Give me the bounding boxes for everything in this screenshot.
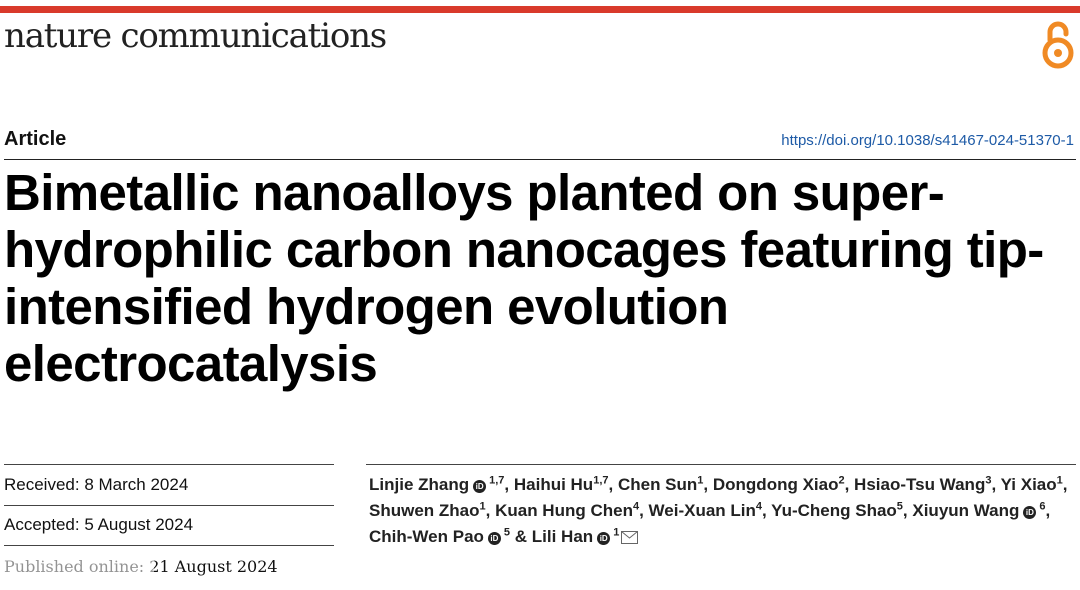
affiliation-marker: 2 bbox=[838, 474, 845, 487]
watermark-overlay bbox=[4, 556, 154, 580]
open-access-icon bbox=[1042, 21, 1074, 69]
author-entry[interactable]: Xiuyun Wang iD6 bbox=[912, 501, 1045, 520]
affiliation-marker: 4 bbox=[755, 500, 763, 513]
affiliation-marker: 6 bbox=[1039, 500, 1046, 513]
author-entry[interactable]: Dongdong Xiao2 bbox=[713, 475, 845, 494]
author-name[interactable]: Yu-Cheng Shao bbox=[771, 501, 897, 520]
author-entry[interactable]: Yu-Cheng Shao5 bbox=[771, 501, 903, 520]
dates-divider bbox=[4, 545, 334, 546]
author-name[interactable]: Yi Xiao bbox=[1000, 475, 1057, 494]
authors-divider bbox=[366, 464, 1076, 465]
affiliation-marker: 5 bbox=[896, 500, 903, 513]
affiliation-marker: 1 bbox=[697, 474, 704, 487]
author-name[interactable]: Haihui Hu bbox=[513, 475, 594, 494]
journal-accent-bar bbox=[0, 6, 1080, 13]
author-entry[interactable]: Chen Sun1 bbox=[618, 475, 703, 494]
article-type: Article bbox=[4, 128, 67, 150]
orcid-icon[interactable]: iD bbox=[473, 480, 487, 493]
affiliation-marker: 1,7 bbox=[593, 474, 609, 487]
dates-divider bbox=[4, 505, 334, 506]
header-divider bbox=[4, 159, 1076, 160]
author-entry[interactable]: & Lili Han iD1 bbox=[515, 527, 639, 546]
author-name[interactable]: Linjie Zhang bbox=[369, 475, 470, 494]
author-joiner: & bbox=[514, 527, 532, 546]
author-name[interactable]: Hsiao-Tsu Wang bbox=[854, 475, 986, 494]
author-name[interactable]: Chen Sun bbox=[617, 475, 698, 494]
author-name[interactable]: Wei-Xuan Lin bbox=[648, 501, 756, 520]
article-title: Bimetallic nanoalloys planted on super-h… bbox=[4, 164, 1044, 392]
author-name[interactable]: Lili Han bbox=[531, 527, 594, 546]
dates-divider bbox=[4, 464, 334, 465]
orcid-icon[interactable]: iD bbox=[487, 532, 501, 545]
author-entry[interactable]: Linjie Zhang iD1,7 bbox=[369, 475, 504, 494]
mail-icon[interactable] bbox=[621, 531, 639, 544]
author-name[interactable]: Shuwen Zhao bbox=[369, 501, 480, 520]
affiliation-marker: 1 bbox=[613, 526, 620, 539]
orcid-icon[interactable]: iD bbox=[597, 532, 611, 545]
affiliation-marker: 3 bbox=[985, 474, 992, 487]
author-list: Linjie Zhang iD1,7, Haihui Hu1,7, Chen Su… bbox=[369, 474, 1068, 546]
author-entry[interactable]: Wei-Xuan Lin4 bbox=[649, 501, 762, 520]
author-entry[interactable]: Haihui Hu1,7 bbox=[514, 475, 609, 494]
received-date: Received: 8 March 2024 bbox=[4, 475, 189, 494]
author-name[interactable]: Dongdong Xiao bbox=[712, 475, 839, 494]
journal-name[interactable]: nature communications bbox=[4, 16, 387, 56]
affiliation-marker: 4 bbox=[632, 500, 640, 513]
accepted-date: Accepted: 5 August 2024 bbox=[4, 515, 194, 534]
orcid-icon[interactable]: iD bbox=[1023, 506, 1037, 519]
doi-link[interactable]: https://doi.org/10.1038/s41467-024-51370… bbox=[781, 132, 1074, 149]
author-entry[interactable]: Hsiao-Tsu Wang3 bbox=[854, 475, 991, 494]
author-name[interactable]: Kuan Hung Chen bbox=[495, 501, 633, 520]
author-entry[interactable]: Yi Xiao1 bbox=[1001, 475, 1063, 494]
author-entry[interactable]: Kuan Hung Chen4 bbox=[495, 501, 639, 520]
author-name[interactable]: Chih-Wen Pao bbox=[369, 527, 484, 546]
author-name[interactable]: Xiuyun Wang bbox=[912, 501, 1020, 520]
affiliation-marker: 1 bbox=[479, 500, 486, 513]
affiliation-marker: 1 bbox=[1056, 474, 1063, 487]
author-entry[interactable]: Chih-Wen Pao iD5 bbox=[369, 527, 510, 546]
affiliation-marker: 1,7 bbox=[489, 474, 505, 487]
author-entry[interactable]: Shuwen Zhao1 bbox=[369, 501, 486, 520]
affiliation-marker: 5 bbox=[503, 526, 511, 539]
